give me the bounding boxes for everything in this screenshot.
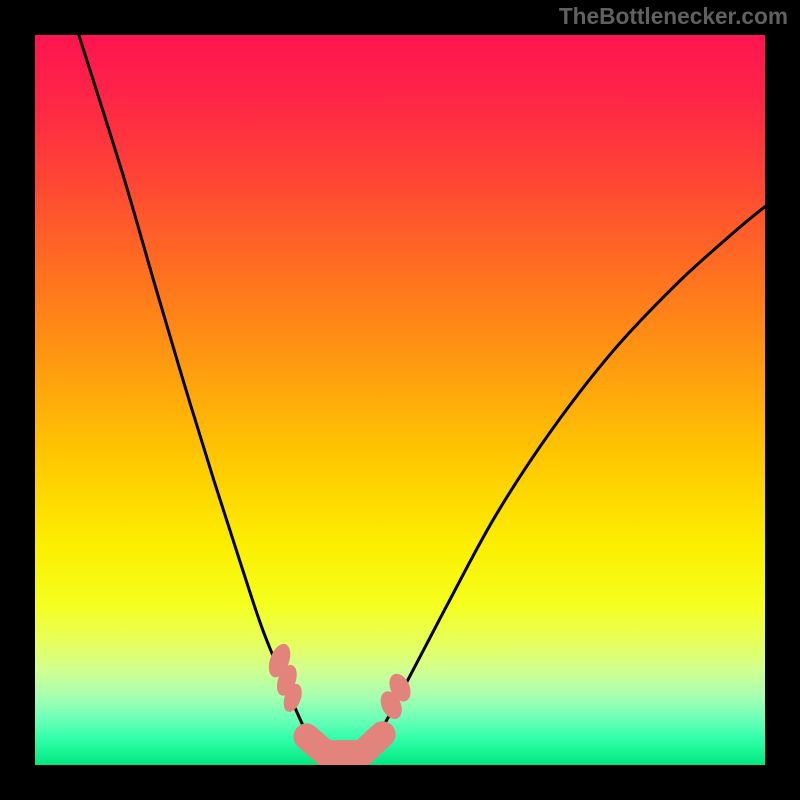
watermark-text: TheBottlenecker.com <box>559 3 788 30</box>
overlay-blob <box>362 734 382 753</box>
plot-area <box>35 35 765 765</box>
curve-layer <box>35 35 765 765</box>
v-curve <box>79 35 765 761</box>
chart-canvas: TheBottlenecker.com <box>0 0 800 800</box>
overlay-blobs <box>265 641 415 753</box>
